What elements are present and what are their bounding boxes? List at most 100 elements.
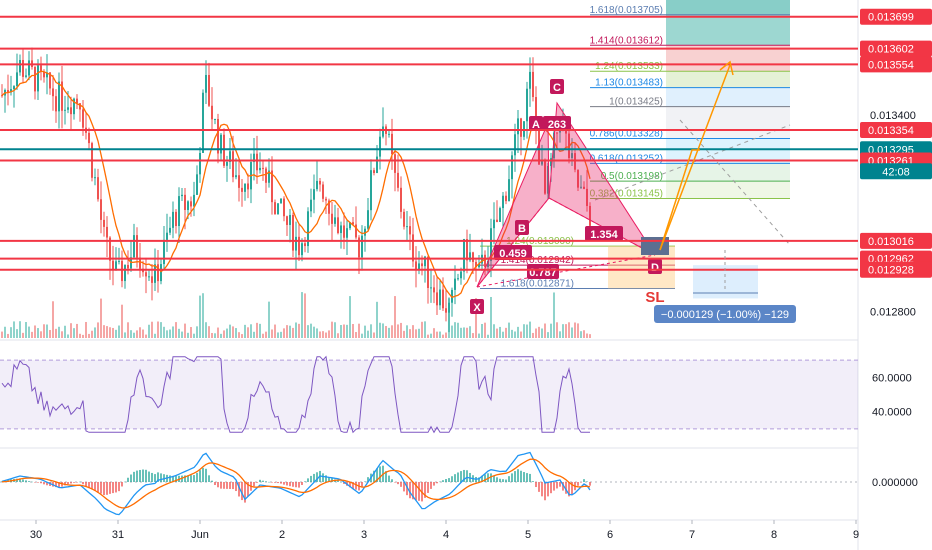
- macd-histogram-bar: [565, 482, 567, 494]
- candle-body: [538, 126, 540, 165]
- macd-histogram-bar: [433, 482, 435, 486]
- candle-body: [451, 289, 453, 303]
- candle-body: [82, 109, 84, 128]
- candle-body: [418, 263, 420, 270]
- candle-body: [436, 292, 438, 306]
- candle-body: [202, 92, 204, 153]
- macd-histogram-bar: [193, 475, 195, 482]
- volume-bars: [1, 292, 591, 338]
- volume-bar: [43, 324, 45, 338]
- candle-body: [358, 237, 360, 258]
- volume-bar: [16, 329, 18, 338]
- volume-bar: [376, 301, 378, 338]
- volume-bar: [274, 324, 276, 338]
- candle-body: [274, 202, 276, 215]
- volume-bar: [106, 326, 108, 338]
- time-axis[interactable]: 30 31 Jun 2 3 4 5 6 7 8 9: [30, 520, 859, 541]
- candle-body: [133, 235, 135, 258]
- volume-bar: [316, 328, 318, 338]
- volume-bar: [7, 333, 9, 338]
- macd-histogram-bar: [505, 479, 507, 482]
- candle-body: [199, 152, 201, 175]
- volume-bar: [523, 324, 525, 338]
- volume-bar: [238, 332, 240, 338]
- candle-body: [367, 210, 369, 229]
- volume-bar: [115, 329, 117, 338]
- macd-histogram-bar: [109, 482, 111, 494]
- point-c: C: [553, 82, 561, 94]
- volume-bar: [40, 331, 42, 338]
- volume-bar: [364, 325, 366, 338]
- volume-bar: [244, 324, 246, 338]
- macd-histogram-bar: [130, 474, 132, 482]
- macd-histogram-bar: [259, 479, 261, 482]
- point-x-bg: [470, 299, 484, 314]
- candle-body: [286, 216, 288, 225]
- macd-histogram-bar: [34, 482, 36, 483]
- macd-histogram-bar: [55, 482, 57, 488]
- macd-histogram-bar: [43, 482, 45, 485]
- candle-body: [388, 133, 390, 135]
- macd-histogram-bar: [268, 481, 270, 483]
- macd-histogram-bar: [556, 482, 558, 489]
- macd-histogram-bar: [331, 478, 333, 482]
- fib-zone: [666, 106, 790, 139]
- candle-body: [196, 174, 198, 195]
- time-tick-label: 31: [112, 529, 124, 541]
- candle-body: [115, 261, 117, 270]
- volume-bar: [121, 304, 123, 338]
- candle-body: [364, 228, 366, 236]
- candle-body: [16, 72, 18, 87]
- macd-histogram-bar: [187, 475, 189, 482]
- candle-body: [178, 196, 180, 227]
- macd-histogram-bar: [283, 482, 285, 485]
- candle-body: [220, 134, 222, 154]
- measure-tool[interactable]: SL −0.000129 (−1.00%) −129: [645, 60, 796, 323]
- candle-body: [550, 158, 552, 167]
- macd-histogram-bar: [175, 476, 177, 482]
- volume-bar: [112, 327, 114, 338]
- candle-body: [499, 208, 501, 222]
- macd-histogram-bar: [277, 482, 279, 484]
- macd-histogram-bar: [67, 482, 69, 485]
- candle-body: [100, 199, 102, 220]
- candle-body: [460, 271, 462, 279]
- macd-histogram-bar: [478, 477, 480, 482]
- candle-body: [253, 153, 255, 163]
- macd-histogram-bar: [19, 478, 21, 482]
- macd-histogram-bar: [463, 469, 465, 482]
- macd-histogram-bar: [379, 466, 381, 482]
- volume-bar: [424, 321, 426, 338]
- level-price-label: 0.013554: [868, 59, 914, 71]
- volume-bar: [355, 332, 357, 338]
- candle-body: [106, 226, 108, 238]
- candle-body: [442, 289, 444, 309]
- price-axis[interactable]: 0.013400 0.012800 0.013699 0.013602 0.013554…: [860, 8, 932, 489]
- macd-histogram-bar: [262, 480, 264, 482]
- volume-bar: [544, 323, 546, 338]
- candle-body: [121, 260, 123, 282]
- candle-body: [76, 98, 78, 104]
- candle-body: [373, 170, 375, 174]
- fibonacci-extension-tool[interactable]: 1.618(0.013705) 1.414(0.013612) 1.24(0.013…: [480, 0, 791, 299]
- volume-bar: [541, 328, 543, 338]
- candle-body: [25, 75, 27, 77]
- volume-bar: [208, 326, 210, 338]
- macd-histogram-bar: [313, 473, 315, 482]
- volume-bar: [157, 321, 159, 338]
- candle-body: [355, 224, 357, 238]
- horizontal-levels[interactable]: [0, 15, 858, 271]
- volume-bar: [457, 322, 459, 338]
- volume-bar: [502, 331, 504, 338]
- candle-body: [376, 156, 378, 174]
- macd-histogram-bar: [292, 482, 294, 487]
- volume-bar: [442, 334, 444, 338]
- candle-body: [469, 252, 471, 261]
- macd-histogram-bar: [457, 472, 459, 482]
- macd-line: [1, 451, 591, 516]
- candle-body: [205, 74, 207, 93]
- macd-histogram-bar: [145, 469, 147, 482]
- level-price-badge: [860, 40, 932, 57]
- volume-bar: [268, 301, 270, 338]
- fib-zone: [666, 45, 790, 72]
